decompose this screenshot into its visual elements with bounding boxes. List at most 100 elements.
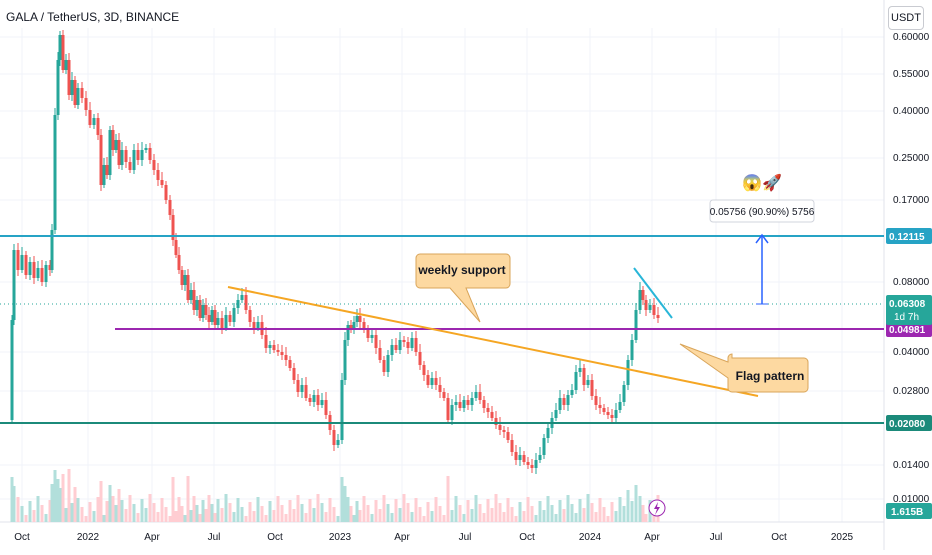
candle-body [422,365,426,375]
volume-bar [32,510,36,522]
candle-body [336,440,340,445]
volume-bar [280,505,284,522]
volume-bar [402,494,406,522]
volume-bar [349,506,353,522]
volume-bar [50,484,54,522]
candle-body [648,305,652,310]
candle-body [478,392,482,400]
candle-body [574,372,578,390]
candle-body [156,170,160,180]
time-tick-label: Jul [208,532,221,543]
volume-bar [204,509,208,522]
volume-bar [644,514,648,522]
price-tick-label: 0.60000 [893,32,930,43]
volume-bar [12,486,16,522]
lightning-glyph [654,502,660,515]
volume-bar [410,512,414,522]
volume-bar [478,504,482,522]
volume-bar [70,503,74,522]
time-tick-label: 2025 [831,532,854,543]
candle-body [32,262,36,278]
candle-body [618,402,622,410]
volume-bar [390,513,394,522]
candle-body [410,338,414,348]
time-tick-label: 2022 [77,532,100,543]
volume-bar [48,500,52,522]
candle-body [132,150,136,170]
volume-bar [192,496,196,522]
candle-body [414,338,418,352]
candle-body [124,150,128,162]
price-tag [886,228,932,244]
candle-body [494,418,498,425]
volume-bar [186,476,190,522]
candle-body [652,305,656,315]
candle-body [216,318,220,325]
callout-weekly-support-label: weekly support [417,263,505,277]
volume-bar [558,500,562,522]
symbol-title: GALA / TetherUS, 3D, BINANCE [6,10,180,24]
drawings[interactable]: 0.05756 (90.90%) 5756 😱🚀 weekly support Fla… [0,173,884,517]
volume-bar [578,499,582,522]
volume-bar [288,500,292,522]
candle-body [482,400,486,408]
volume-bar [374,500,378,522]
volume-bar [358,510,362,522]
volume-bar [582,508,586,522]
volume-bar [466,500,470,522]
volume-bar [430,511,434,522]
volume-bar [418,507,422,522]
volume-bar [550,505,554,522]
volume-bar [546,496,550,522]
candle-body [312,395,316,402]
price-tick-label: 0.17000 [893,195,930,206]
candle-body [316,395,320,405]
volume-bar [144,508,148,522]
volume-bar [462,514,466,522]
candle-body [174,240,178,255]
volume-bar [198,514,202,522]
candle-body [402,340,406,342]
volume-bar [156,512,160,522]
candle-body [558,398,562,410]
candle-body [224,315,228,328]
volume-bar [272,510,276,522]
volume-bar [102,515,106,522]
candle-body [340,380,344,440]
price-tag [886,415,932,431]
volume-bar [80,507,84,522]
candle-body [382,360,386,372]
volume-bar [438,506,442,522]
volume-bar [446,476,450,522]
volume-bar [502,512,506,522]
volume-bar [296,495,300,522]
candle-body [198,300,202,318]
candle-body [76,88,80,105]
volume-bar [64,508,68,522]
volume-bar [148,494,152,522]
volume-bar [61,474,65,522]
volume-bar [108,485,112,522]
volume-bar [320,503,324,522]
candle-body [252,322,256,328]
time-tick-label: Apr [394,532,410,543]
candle-body [378,348,382,360]
candle-body [438,385,442,392]
volume-bar [355,501,359,522]
currency-button[interactable]: USDT [888,6,924,30]
candle-body [386,355,390,372]
volume-bar [442,515,446,522]
emoji-annotation: 😱🚀 [742,173,782,192]
volume-bar [224,494,228,522]
volume-label: 1.615B [891,507,923,518]
volume-bar [614,511,618,522]
candle-body [111,130,115,150]
candle-body [454,402,458,405]
candle-body [430,378,434,385]
candle-body [594,396,598,405]
candle-body [352,322,356,330]
volume-bar [422,516,426,522]
volume-bar [36,496,40,522]
